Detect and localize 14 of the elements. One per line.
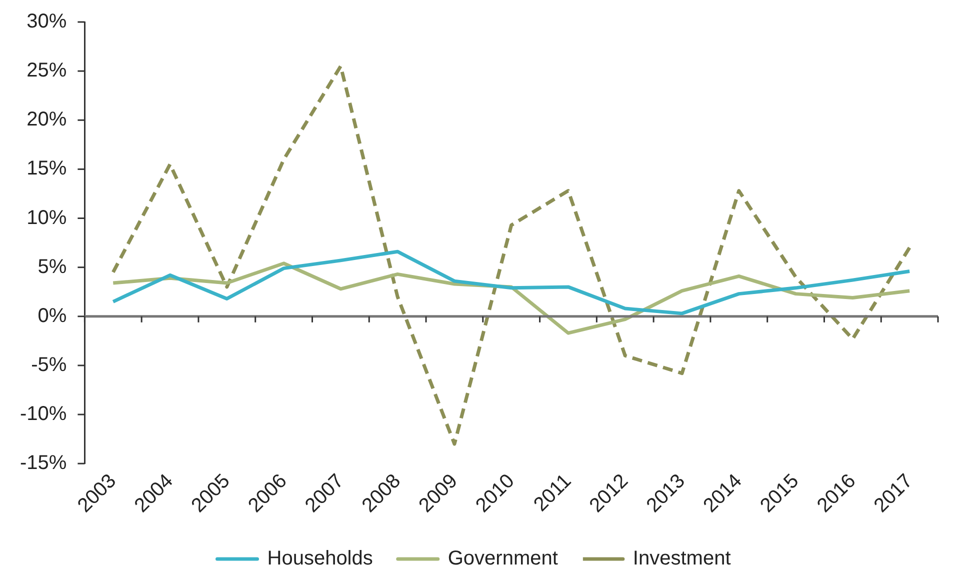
line-series	[111, 64, 912, 446]
y-tick-label: 20%	[26, 108, 67, 131]
y-tick-label: 15%	[26, 158, 67, 180]
y-tick-label: -10%	[20, 403, 67, 426]
legend-label: Government	[448, 548, 558, 570]
legend-label: Households	[267, 548, 373, 570]
y-tick-label: -15%	[20, 452, 67, 474]
y-tick-label: -5%	[31, 354, 67, 376]
y-tick-label: 5%	[38, 256, 67, 278]
legend-label: Investment	[632, 548, 732, 570]
y-tick-label: 10%	[26, 206, 67, 229]
y-tick-label: 25%	[26, 60, 67, 82]
y-tick-label: 0%	[38, 304, 67, 327]
y-tick-label: 30%	[26, 10, 67, 33]
